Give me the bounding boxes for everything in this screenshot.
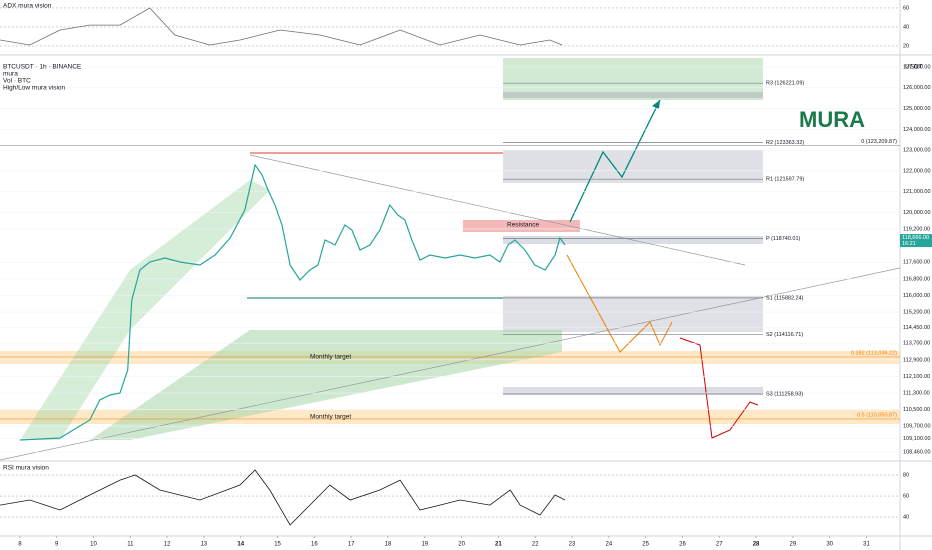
watermark: MURA [799, 107, 865, 132]
x-tick-label: 12 [164, 542, 171, 548]
pivot-label: R2 (123363.32) [766, 140, 804, 146]
series-line [19, 163, 566, 441]
indicator-name: Vol · BTC [3, 78, 31, 85]
r3-band [503, 92, 763, 98]
bull-projection [569, 99, 661, 223]
trend-line [249, 154, 746, 266]
y-tick-label: 126,000.00 [903, 85, 931, 91]
x-tick-label: 21 [495, 542, 502, 548]
monthly-target-label: Monthly target [310, 414, 351, 421]
y-tick-label: 116,000.00 [903, 293, 930, 299]
price-tag [900, 234, 932, 248]
y-tick-label: 117,600.00 [903, 260, 930, 266]
trend-line [0, 267, 901, 461]
y-tick-label: 112,900.00 [903, 357, 930, 363]
monthly-target-label: Monthly target [310, 354, 351, 361]
x-tick-label: 28 [753, 542, 760, 548]
x-tick-label: 24 [605, 542, 612, 548]
x-tick-label: 30 [826, 542, 833, 548]
fib-label: 0.382 (113,036.22) [851, 350, 897, 356]
resistance-label: Resistance [507, 222, 540, 229]
y-tick-label: 120,000.00 [903, 210, 931, 216]
fib-label: 0 (123,209.87) [861, 139, 897, 145]
x-tick-label: 16 [311, 542, 318, 548]
y-tick-label: 110,500.00 [903, 407, 930, 413]
pivot-label: S1 (115882.24) [766, 295, 804, 301]
x-tick-label: 17 [348, 542, 355, 548]
pane-title: RSI mura vision [3, 465, 49, 472]
y-tick-label: 109,100.00 [903, 436, 931, 442]
countdown: 16:21 [902, 241, 916, 247]
y-tick-label: 80 [903, 472, 909, 478]
x-tick-label: 15 [274, 542, 281, 548]
x-tick-label: 22 [532, 542, 539, 548]
bear-projection [679, 337, 759, 439]
y-tick-label: 40 [903, 514, 909, 520]
y-tick-label: 121,000.00 [903, 189, 931, 195]
y-tick-label: 114,450.00 [903, 325, 930, 331]
indicator-name: mura [3, 71, 18, 78]
s-zone [503, 296, 763, 332]
pivot-label: S2 (114116.71) [766, 332, 803, 338]
ribbon [90, 330, 562, 440]
x-tick-label: 14 [237, 542, 244, 548]
x-tick-label: 20 [458, 542, 465, 548]
x-tick-label: 27 [716, 542, 723, 548]
y-tick-label: 111,300.00 [903, 390, 930, 396]
series-line [0, 7, 563, 46]
pivot-label: R1 (121597.79) [766, 177, 804, 183]
y-tick-label: 20 [903, 43, 909, 49]
arrow-head [652, 100, 660, 109]
y-tick-label: 116,800.00 [903, 276, 930, 282]
y-tick-label: 115,200.00 [903, 309, 930, 315]
y-tick-label: 127,000.00 [903, 64, 931, 70]
y-tick-label: 123,000.00 [903, 148, 931, 154]
x-tick-label: 18 [385, 542, 392, 548]
x-tick-label: 29 [790, 542, 797, 548]
x-tick-label: 13 [201, 542, 208, 548]
y-tick-label: 109,700.00 [903, 424, 931, 430]
y-tick-label: 113,700.00 [903, 341, 930, 347]
x-tick-label: 19 [421, 542, 428, 548]
ribbon [20, 180, 270, 440]
x-tick-label: 8 [18, 542, 22, 548]
x-tick-label: 10 [90, 542, 97, 548]
x-tick-label: 23 [569, 542, 576, 548]
y-unit: USDT [905, 64, 923, 71]
y-tick-label: 40 [903, 24, 909, 30]
s3-band [503, 387, 763, 395]
pane-title: ADX mura vision [3, 3, 52, 10]
x-tick-label: 11 [127, 542, 134, 548]
pivot-label: R3 (126221.09) [766, 81, 804, 87]
y-tick-label: 60 [903, 493, 909, 499]
fib-label: 0.5 (110,050.87) [857, 412, 897, 418]
pivot-label: P (118740.01) [766, 236, 801, 242]
y-tick-label: 60 [903, 5, 909, 11]
y-tick-label: 108,460.00 [903, 449, 931, 455]
y-tick-label: 112,100.00 [903, 374, 930, 380]
series-line [0, 469, 566, 526]
pivot-label: S3 (111258.93) [766, 391, 803, 397]
y-tick-label: 119,200.00 [903, 226, 930, 232]
x-tick-label: 9 [55, 542, 59, 548]
x-tick-label: 31 [863, 542, 870, 548]
x-tick-label: 26 [679, 542, 686, 548]
price-label: 118,666.00 [902, 235, 929, 241]
indicator-name: High/Low mura vision [3, 85, 66, 92]
y-tick-label: 124,000.00 [903, 127, 931, 133]
symbol: BTCUSDT · 1h · BINANCE [3, 64, 82, 71]
x-tick-label: 25 [642, 542, 649, 548]
bear-projection [566, 254, 673, 353]
y-tick-label: 122,000.00 [903, 168, 931, 174]
y-tick-label: 125,000.00 [903, 106, 931, 112]
